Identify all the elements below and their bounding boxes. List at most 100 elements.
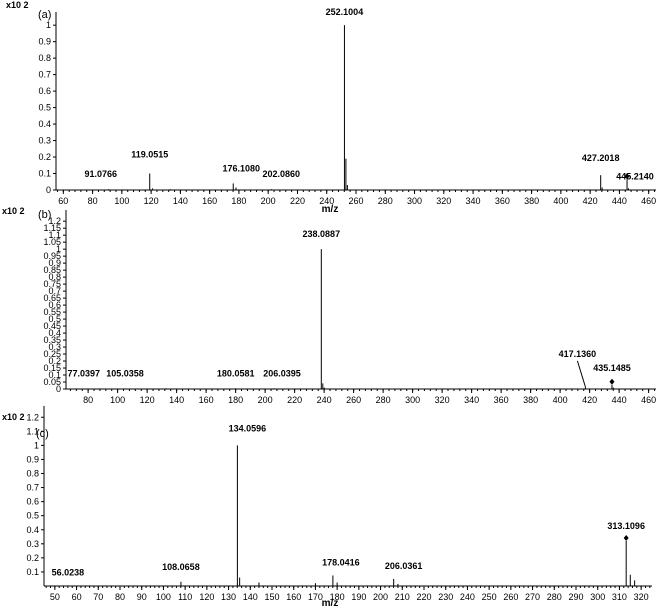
x-tick-label: 340 [466,196,481,206]
peak-label: 206.0361 [385,561,423,571]
x-tick-label: 160 [286,592,301,602]
x-tick-label: 260 [503,592,518,602]
peak-label: 178.0416 [322,557,360,567]
x-tick-label: 400 [553,196,568,206]
x-tick-label: 460 [641,196,656,206]
y-tick-label: 0.7 [26,483,39,493]
x-tick-label: 310 [612,592,627,602]
y-tick-label: 0.1 [48,370,61,380]
peak-label: 313.1096 [607,521,645,531]
panel-label: (b) [38,209,51,221]
x-tick-label: 200 [373,592,388,602]
y-tick-label: 0.6 [48,300,61,310]
y-tick-label: 0.9 [38,37,51,47]
y-tick-label: 0.55 [43,307,61,317]
x-tick-label: 300 [407,196,422,206]
x-tick-label: 80 [115,592,125,602]
x-tick-label: 60 [72,592,82,602]
y-tick-label: 0.5 [38,103,51,113]
x-tick-label: 270 [525,592,540,602]
peak-label: 427.2018 [582,153,620,163]
x-tick-label: 420 [582,395,597,405]
y-tick-label: 0.1 [26,567,39,577]
y-tick-label: 0.4 [48,328,61,338]
y-tick-label: 0.7 [48,286,61,296]
x-tick-label: 240 [319,196,334,206]
x-tick-label: 150 [264,592,279,602]
y-tick-label: 0.5 [48,314,61,324]
x-tick-label: 110 [178,592,192,602]
peak-label: 435.1485 [593,363,631,373]
x-tick-label: 220 [290,196,305,206]
y-tick-label: 0.65 [43,293,61,303]
y-tick-label: 0.2 [26,553,39,563]
x-tick-label: 120 [144,196,159,206]
y-tick-label: 0.75 [43,279,61,289]
x-tick-label: 100 [114,196,129,206]
y-tick-label: 0.9 [48,258,61,268]
peak-label: 77.0397 [67,369,100,379]
y-tick-label: 1 [56,244,61,254]
y-tick-label: 1.2 [26,412,39,422]
x-tick-label: 160 [202,196,217,206]
peak-label: 91.0766 [85,169,118,179]
x-tick-label: 320 [436,196,451,206]
peak-label: 180.0581 [217,368,255,378]
x-tick-label: 220 [287,395,302,405]
y-tick-label: 0.9 [26,454,39,464]
x-tick-label: 230 [438,592,453,602]
peak-label: 134.0596 [229,423,267,433]
y-scale-label: x10 2 [6,0,29,10]
x-tick-label: 250 [482,592,497,602]
y-tick-label: 0.95 [43,251,61,261]
y-tick-label: 0.4 [38,119,51,129]
x-tick-label: 300 [590,592,605,602]
y-tick-label: 0.2 [38,152,51,162]
precursor-marker [623,535,629,541]
peak-label: 56.0238 [52,567,85,577]
x-tick-label: 50 [50,592,60,602]
x-tick-label: 280 [376,395,391,405]
y-tick-label: 1.05 [43,237,61,247]
y-tick-label: 0.25 [43,349,61,359]
x-tick-label: 160 [199,395,214,405]
y-tick-label: 0.8 [26,469,39,479]
y-tick-label: 1 [46,20,51,30]
y-tick-label: 0.5 [26,511,39,521]
x-tick-label: 240 [460,592,475,602]
x-tick-label: 140 [169,395,184,405]
y-tick-label: 0.85 [43,265,61,275]
y-tick-label: 1.1 [26,426,39,436]
y-tick-label: 0.6 [38,86,51,96]
x-tick-label: 260 [348,196,363,206]
x-tick-label: 260 [346,395,361,405]
y-tick-label: 0.35 [43,335,61,345]
peak-label: 176.1080 [222,163,260,173]
y-tick-label: 0.1 [38,169,51,179]
peak-label: 206.0395 [263,368,301,378]
y-tick-label: 0.8 [38,53,51,63]
y-tick-label: 1.1 [48,230,61,240]
x-tick-label: 220 [416,592,431,602]
x-tick-label: 320 [435,395,450,405]
precursor-marker [624,173,630,180]
x-tick-label: 210 [395,592,410,602]
x-tick-label: 190 [351,592,366,602]
peak-leader-line [576,360,586,388]
y-tick-label: 1.15 [43,223,61,233]
x-tick-label: 100 [156,592,171,602]
x-tick-label: 180 [330,592,345,602]
x-tick-label: 380 [524,196,539,206]
y-tick-label: 1.2 [48,216,61,226]
x-tick-label: 240 [317,395,332,405]
y-tick-label: 0.4 [26,525,39,535]
x-tick-label: 140 [173,196,188,206]
y-tick-label: 0.15 [43,363,61,373]
y-tick-label: 0.2 [48,356,61,366]
peak-label: 252.1004 [326,7,364,17]
y-tick-label: 0.45 [43,321,61,331]
x-tick-label: 120 [140,395,155,405]
y-tick-label: 0.05 [43,377,61,387]
x-tick-label: 400 [553,395,568,405]
